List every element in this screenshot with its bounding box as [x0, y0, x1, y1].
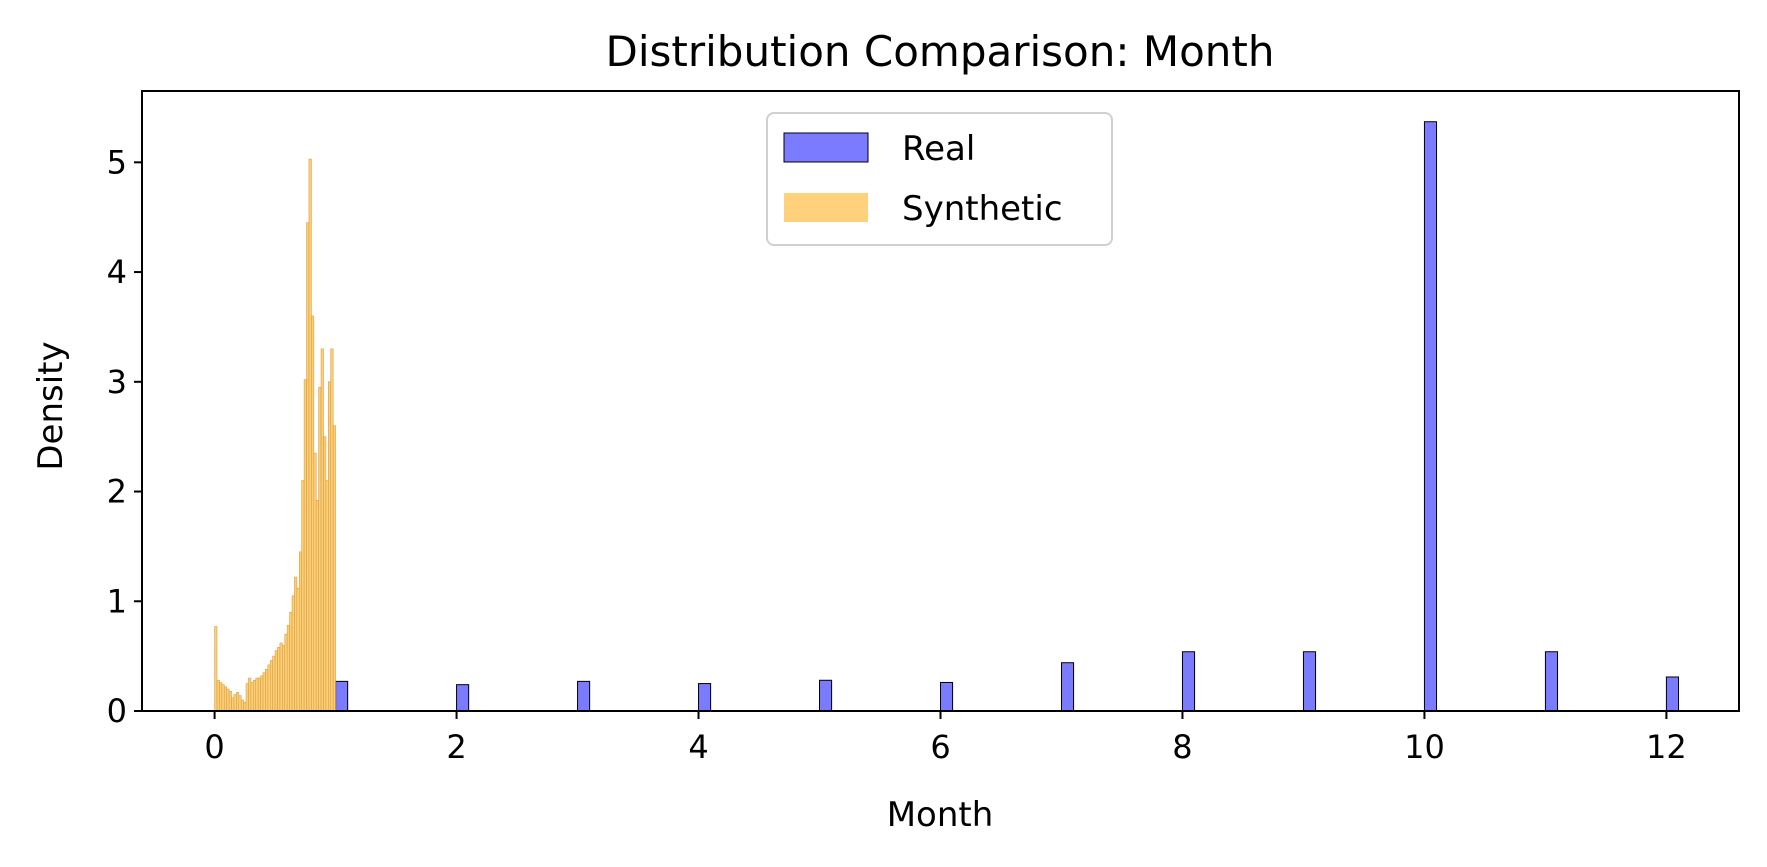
- x-tick-label-12: 12: [1646, 728, 1687, 766]
- plot-area: [214, 121, 1680, 712]
- bar-synthetic-23: [269, 660, 273, 712]
- bar-synthetic-45: [323, 436, 327, 712]
- bar-real-3: [698, 683, 712, 712]
- y-tick-label-0: 0: [107, 692, 127, 730]
- bar-synthetic-27: [279, 642, 283, 712]
- bar-synthetic-29: [284, 633, 288, 712]
- y-tick-label-1: 1: [107, 582, 127, 620]
- bar-synthetic-6: [228, 690, 232, 712]
- bar-real-8: [1302, 651, 1317, 712]
- bar-synthetic-7: [231, 697, 235, 712]
- bar-synthetic-32: [291, 595, 295, 712]
- x-tick-label-2: 2: [446, 728, 466, 766]
- bar-synthetic-5: [226, 688, 230, 712]
- legend: Real Synthetic: [766, 112, 1113, 246]
- bar-synthetic-17: [255, 677, 259, 712]
- y-tick-label-3: 3: [107, 363, 127, 401]
- x-tick-label-4: 4: [688, 728, 708, 766]
- bar-synthetic-10: [238, 695, 242, 712]
- bar-real-10: [1544, 651, 1559, 712]
- plot-frame: [141, 90, 1740, 712]
- bar-synthetic-38: [306, 222, 310, 712]
- legend-label-synthetic: Synthetic: [902, 189, 1063, 229]
- bar-synthetic-12: [243, 701, 247, 712]
- bar-synthetic-39: [308, 158, 312, 712]
- x-tick-label-8: 8: [1172, 728, 1192, 766]
- bar-real-11: [1665, 676, 1680, 712]
- bar-synthetic-49: [332, 425, 336, 712]
- chart-title: Distribution Comparison: Month: [606, 27, 1275, 76]
- bar-synthetic-15: [250, 682, 254, 712]
- y-tick-label-5: 5: [107, 143, 127, 181]
- bar-synthetic-28: [282, 644, 286, 712]
- y-tick-label-4: 4: [107, 253, 127, 291]
- bar-real-9: [1423, 121, 1438, 712]
- legend-label-real: Real: [902, 129, 975, 169]
- bar-synthetic-42: [315, 500, 319, 712]
- x-axis-label: Month: [887, 795, 994, 835]
- bar-synthetic-43: [318, 386, 322, 712]
- bar-synthetic-41: [313, 452, 317, 712]
- bar-synthetic-9: [236, 692, 240, 712]
- bar-real-2: [577, 680, 591, 712]
- bar-real-5: [940, 681, 954, 712]
- bar-synthetic-35: [298, 551, 303, 712]
- bar-synthetic-18: [257, 677, 261, 712]
- bar-synthetic-33: [294, 576, 298, 712]
- bar-synthetic-19: [260, 675, 264, 712]
- legend-swatch-real: [783, 132, 869, 163]
- bar-real-0: [335, 680, 349, 712]
- bar-synthetic-26: [277, 647, 281, 712]
- y-axis: 0 1 2 3 4 5: [107, 143, 142, 730]
- x-tick-label-0: 0: [204, 728, 224, 766]
- y-axis-label: Density: [31, 341, 71, 470]
- y-tick-label-2: 2: [107, 473, 127, 511]
- bar-synthetic-4: [223, 686, 227, 712]
- bar-synthetic-46: [325, 480, 329, 712]
- bar-synthetic-47: [328, 381, 332, 712]
- bar-synthetic-2: [219, 682, 223, 712]
- bar-synthetic-36: [301, 480, 305, 712]
- bar-real-7: [1181, 651, 1196, 712]
- bar-synthetic-31: [289, 611, 293, 712]
- bar-synthetic-13: [245, 683, 249, 712]
- bar-synthetic-0: [214, 626, 218, 712]
- bar-synthetic-14: [248, 677, 252, 712]
- bar-synthetic-24: [272, 655, 276, 712]
- bar-synthetic-34: [296, 587, 300, 712]
- bar-synthetic-20: [262, 672, 266, 712]
- bar-synthetic-25: [274, 650, 278, 712]
- bar-synthetic-48: [330, 348, 334, 712]
- bar-synthetic-16: [253, 679, 257, 712]
- bar-real-4: [819, 679, 833, 712]
- x-tick-label-6: 6: [930, 728, 950, 766]
- x-axis: 0 2 4 6 8 10 12: [204, 711, 1687, 766]
- bar-synthetic-37: [303, 379, 307, 712]
- bar-synthetic-44: [320, 348, 324, 712]
- bar-synthetic-8: [233, 694, 237, 712]
- legend-swatch-synthetic: [784, 193, 868, 222]
- bar-synthetic-11: [240, 699, 244, 712]
- bar-real-1: [456, 684, 470, 712]
- bar-synthetic-3: [221, 684, 225, 712]
- bar-synthetic-22: [267, 664, 271, 712]
- bar-real-6: [1060, 662, 1075, 712]
- x-tick-label-10: 10: [1404, 728, 1445, 766]
- bar-synthetic-30: [286, 625, 290, 712]
- bar-synthetic-40: [311, 315, 315, 712]
- bar-synthetic-21: [265, 669, 269, 712]
- bar-synthetic-1: [216, 679, 220, 712]
